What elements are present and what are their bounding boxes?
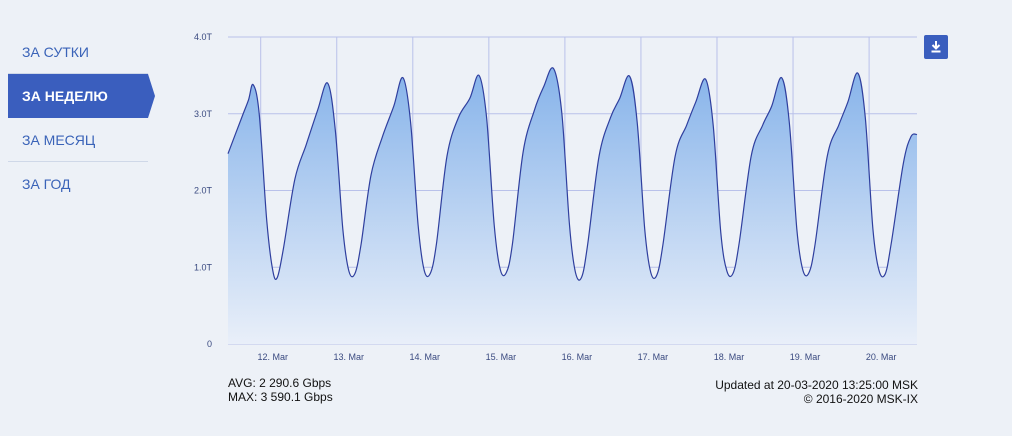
chart-footer: Updated at 20-03-2020 13:25:00 MSK © 201… <box>715 378 918 406</box>
y-tick-label: 3.0T <box>194 109 213 119</box>
max-value: MAX: 3 590.1 Gbps <box>228 390 333 404</box>
updated-timestamp: Updated at 20-03-2020 13:25:00 MSK <box>715 378 918 392</box>
y-tick-label: 1.0T <box>194 262 213 272</box>
download-icon <box>931 41 941 53</box>
nav-item-day[interactable]: ЗА СУТКИ <box>8 30 148 74</box>
download-button[interactable] <box>924 35 948 59</box>
y-tick-label: 0 <box>207 339 212 349</box>
x-tick-label: 14. Mar <box>410 352 441 362</box>
traffic-line <box>227 67 918 281</box>
traffic-stats: AVG: 2 290.6 Gbps MAX: 3 590.1 Gbps <box>228 376 333 404</box>
copyright: © 2016-2020 MSK-IX <box>803 392 918 406</box>
nav-item-month[interactable]: ЗА МЕСЯЦ <box>8 118 148 162</box>
nav-item-week[interactable]: ЗА НЕДЕЛЮ <box>8 74 155 118</box>
avg-value: AVG: 2 290.6 Gbps <box>228 376 332 390</box>
x-tick-label: 20. Mar <box>866 352 897 362</box>
y-tick-label: 4.0T <box>194 32 213 42</box>
x-tick-label: 16. Mar <box>562 352 593 362</box>
traffic-chart: 0 1.0T 2.0T 3.0T 4.0T 12. Mar 13. Mar 14. Mar 15… <box>194 32 918 362</box>
nav-item-year[interactable]: ЗА ГОД <box>22 176 71 192</box>
x-tick-label: 13. Mar <box>333 352 364 362</box>
x-tick-label: 12. Mar <box>257 352 288 362</box>
x-tick-label: 19. Mar <box>790 352 821 362</box>
period-nav: ЗА СУТКИ ЗА НЕДЕЛЮ ЗА МЕСЯЦ ЗА ГОД <box>8 30 155 206</box>
y-tick-label: 2.0T <box>194 186 213 196</box>
x-tick-label: 17. Mar <box>638 352 669 362</box>
x-tick-label: 18. Mar <box>714 352 745 362</box>
traffic-area <box>228 67 917 344</box>
x-tick-label: 15. Mar <box>486 352 517 362</box>
